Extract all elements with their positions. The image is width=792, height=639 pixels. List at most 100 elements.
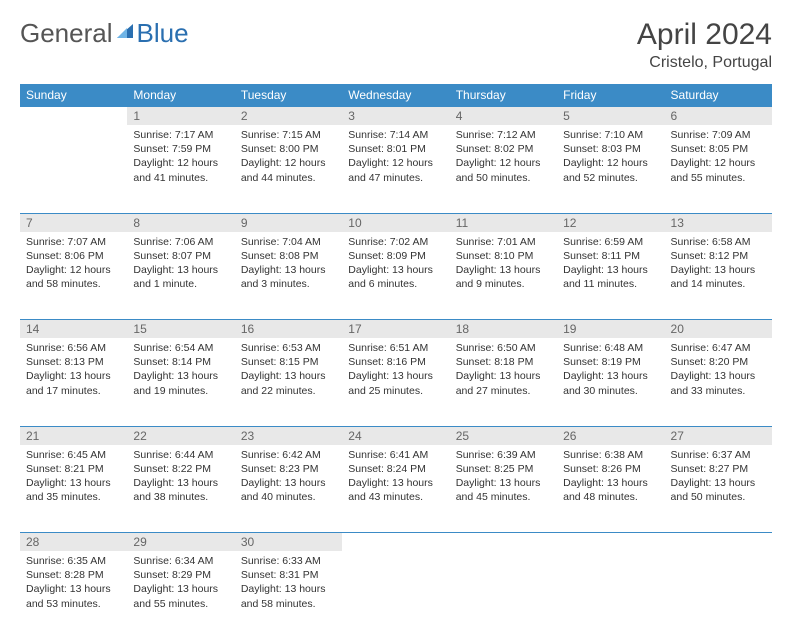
day-number: 28 (20, 533, 127, 552)
daylight-text: Daylight: 13 hours and 6 minutes. (348, 263, 443, 291)
sunrise-text: Sunrise: 7:10 AM (563, 128, 658, 142)
sunset-text: Sunset: 8:09 PM (348, 249, 443, 263)
daylight-text: Daylight: 13 hours and 53 minutes. (26, 582, 121, 610)
day-cell: Sunrise: 6:42 AMSunset: 8:23 PMDaylight:… (235, 445, 342, 533)
sunset-text: Sunset: 8:21 PM (26, 462, 121, 476)
day-number: 17 (342, 320, 449, 339)
day-number: 9 (235, 213, 342, 232)
sunrise-text: Sunrise: 6:35 AM (26, 554, 121, 568)
daylight-text: Daylight: 13 hours and 55 minutes. (133, 582, 228, 610)
sunrise-text: Sunrise: 6:51 AM (348, 341, 443, 355)
daylight-text: Daylight: 12 hours and 47 minutes. (348, 156, 443, 184)
day-cell: Sunrise: 6:45 AMSunset: 8:21 PMDaylight:… (20, 445, 127, 533)
sunset-text: Sunset: 8:28 PM (26, 568, 121, 582)
sunset-text: Sunset: 8:14 PM (133, 355, 228, 369)
day-header: Friday (557, 84, 664, 107)
day-cell: Sunrise: 7:07 AMSunset: 8:06 PMDaylight:… (20, 232, 127, 320)
day-cell: Sunrise: 6:41 AMSunset: 8:24 PMDaylight:… (342, 445, 449, 533)
sunrise-text: Sunrise: 6:45 AM (26, 448, 121, 462)
daylight-text: Daylight: 13 hours and 50 minutes. (671, 476, 766, 504)
sunset-text: Sunset: 8:11 PM (563, 249, 658, 263)
daylight-text: Daylight: 13 hours and 33 minutes. (671, 369, 766, 397)
sunrise-text: Sunrise: 7:15 AM (241, 128, 336, 142)
sunrise-text: Sunrise: 6:33 AM (241, 554, 336, 568)
sunrise-text: Sunrise: 6:37 AM (671, 448, 766, 462)
day-number: 11 (450, 213, 557, 232)
day-number: 20 (665, 320, 772, 339)
daynum-row: 21222324252627 (20, 426, 772, 445)
sunset-text: Sunset: 8:31 PM (241, 568, 336, 582)
daylight-text: Daylight: 13 hours and 25 minutes. (348, 369, 443, 397)
sunset-text: Sunset: 8:22 PM (133, 462, 228, 476)
sunrise-text: Sunrise: 6:47 AM (671, 341, 766, 355)
title-block: April 2024 Cristelo, Portugal (637, 18, 772, 72)
sunrise-text: Sunrise: 7:02 AM (348, 235, 443, 249)
sunset-text: Sunset: 8:26 PM (563, 462, 658, 476)
daylight-text: Daylight: 13 hours and 58 minutes. (241, 582, 336, 610)
day-cell: Sunrise: 6:37 AMSunset: 8:27 PMDaylight:… (665, 445, 772, 533)
day-number: 7 (20, 213, 127, 232)
day-cell: Sunrise: 7:02 AMSunset: 8:09 PMDaylight:… (342, 232, 449, 320)
sunset-text: Sunset: 8:12 PM (671, 249, 766, 263)
day-cell (557, 551, 664, 639)
sunrise-text: Sunrise: 7:04 AM (241, 235, 336, 249)
day-number: 26 (557, 426, 664, 445)
sunset-text: Sunset: 8:01 PM (348, 142, 443, 156)
sunrise-text: Sunrise: 6:58 AM (671, 235, 766, 249)
sunrise-text: Sunrise: 6:50 AM (456, 341, 551, 355)
daylight-text: Daylight: 12 hours and 58 minutes. (26, 263, 121, 291)
day-number: 16 (235, 320, 342, 339)
day-cell: Sunrise: 7:15 AMSunset: 8:00 PMDaylight:… (235, 125, 342, 213)
day-cell: Sunrise: 7:09 AMSunset: 8:05 PMDaylight:… (665, 125, 772, 213)
sunset-text: Sunset: 8:27 PM (671, 462, 766, 476)
sunset-text: Sunset: 8:02 PM (456, 142, 551, 156)
sunrise-text: Sunrise: 6:54 AM (133, 341, 228, 355)
day-cell (450, 551, 557, 639)
day-cell: Sunrise: 6:38 AMSunset: 8:26 PMDaylight:… (557, 445, 664, 533)
daylight-text: Daylight: 13 hours and 38 minutes. (133, 476, 228, 504)
sunset-text: Sunset: 8:18 PM (456, 355, 551, 369)
day-number: 22 (127, 426, 234, 445)
sunset-text: Sunset: 8:23 PM (241, 462, 336, 476)
daylight-text: Daylight: 12 hours and 52 minutes. (563, 156, 658, 184)
day-number (450, 533, 557, 552)
day-number: 23 (235, 426, 342, 445)
day-number: 8 (127, 213, 234, 232)
day-cell: Sunrise: 6:50 AMSunset: 8:18 PMDaylight:… (450, 338, 557, 426)
day-cell: Sunrise: 7:01 AMSunset: 8:10 PMDaylight:… (450, 232, 557, 320)
month-title: April 2024 (637, 18, 772, 52)
daynum-row: 123456 (20, 107, 772, 126)
day-cell (342, 551, 449, 639)
sunset-text: Sunset: 8:15 PM (241, 355, 336, 369)
day-number: 12 (557, 213, 664, 232)
day-number: 4 (450, 107, 557, 126)
header: General Blue April 2024 Cristelo, Portug… (20, 18, 772, 72)
calendar-table: SundayMondayTuesdayWednesdayThursdayFrid… (20, 84, 772, 639)
day-number: 1 (127, 107, 234, 126)
sunrise-text: Sunrise: 6:53 AM (241, 341, 336, 355)
sunset-text: Sunset: 8:29 PM (133, 568, 228, 582)
day-number: 5 (557, 107, 664, 126)
day-number: 29 (127, 533, 234, 552)
daylight-text: Daylight: 13 hours and 48 minutes. (563, 476, 658, 504)
daylight-text: Daylight: 12 hours and 50 minutes. (456, 156, 551, 184)
content-row: Sunrise: 6:45 AMSunset: 8:21 PM Daylight:… (20, 445, 772, 533)
day-cell: Sunrise: 6:56 AMSunset: 8:13 PMDaylight:… (20, 338, 127, 426)
daylight-text: Daylight: 12 hours and 41 minutes. (133, 156, 228, 184)
day-header: Saturday (665, 84, 772, 107)
day-cell: Sunrise: 6:59 AMSunset: 8:11 PMDaylight:… (557, 232, 664, 320)
day-number: 21 (20, 426, 127, 445)
day-number: 13 (665, 213, 772, 232)
daylight-text: Daylight: 13 hours and 43 minutes. (348, 476, 443, 504)
daylight-text: Daylight: 13 hours and 3 minutes. (241, 263, 336, 291)
day-cell (20, 125, 127, 213)
sunrise-text: Sunrise: 7:09 AM (671, 128, 766, 142)
location: Cristelo, Portugal (637, 54, 772, 72)
day-cell: Sunrise: 6:35 AMSunset: 8:28 PMDaylight:… (20, 551, 127, 639)
daylight-text: Daylight: 13 hours and 40 minutes. (241, 476, 336, 504)
day-cell: Sunrise: 6:44 AMSunset: 8:22 PMDaylight:… (127, 445, 234, 533)
day-number: 27 (665, 426, 772, 445)
daylight-text: Daylight: 13 hours and 9 minutes. (456, 263, 551, 291)
day-header: Wednesday (342, 84, 449, 107)
daylight-text: Daylight: 13 hours and 30 minutes. (563, 369, 658, 397)
